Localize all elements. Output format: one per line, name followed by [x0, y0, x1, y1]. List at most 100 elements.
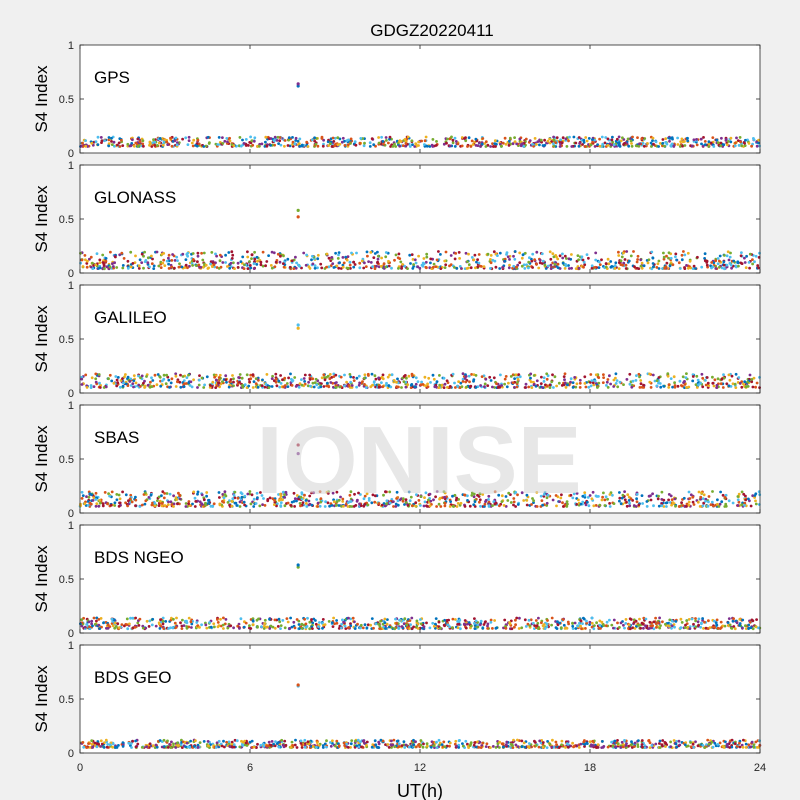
data-point [251, 143, 255, 147]
data-point [384, 265, 388, 269]
data-point [275, 377, 278, 381]
data-point [567, 139, 570, 143]
data-point [584, 385, 588, 389]
data-point [583, 491, 587, 494]
data-point [617, 250, 620, 254]
data-point [112, 140, 116, 144]
data-point [116, 143, 119, 147]
data-point [709, 264, 712, 268]
data-point [751, 262, 754, 266]
data-point [107, 142, 111, 146]
data-point [308, 620, 312, 624]
data-point [381, 373, 385, 377]
data-point [314, 377, 318, 381]
spike-point [296, 215, 300, 219]
data-point [565, 145, 569, 148]
data-point [239, 144, 243, 148]
data-point [740, 251, 743, 255]
data-point [230, 504, 234, 508]
data-point [352, 379, 356, 382]
data-point [696, 620, 700, 624]
data-point [97, 618, 101, 621]
data-point [380, 135, 383, 139]
data-point [736, 498, 740, 502]
data-point [197, 383, 201, 387]
data-point [209, 262, 212, 266]
data-point [694, 383, 698, 386]
data-point [545, 377, 549, 381]
data-point [99, 136, 103, 139]
data-point [84, 258, 87, 262]
data-point [489, 620, 493, 624]
data-point [401, 144, 405, 148]
constellation-label: GLONASS [94, 188, 176, 207]
data-point [363, 376, 366, 380]
data-point [236, 261, 240, 265]
data-point [685, 136, 689, 140]
data-point [365, 250, 369, 254]
y-tick-label: 0 [68, 268, 74, 280]
data-point [429, 381, 432, 384]
data-point [419, 618, 422, 621]
data-point [180, 627, 184, 630]
data-point [366, 254, 369, 258]
data-point [582, 138, 586, 142]
data-point [115, 493, 119, 496]
data-point [644, 617, 648, 621]
data-point [720, 500, 724, 504]
data-point [451, 617, 455, 621]
data-point [255, 263, 259, 266]
data-point [678, 145, 682, 148]
data-point [187, 381, 191, 385]
data-point [146, 256, 150, 260]
data-point [562, 623, 566, 627]
data-point [546, 264, 550, 268]
data-point [518, 251, 522, 255]
data-point [200, 376, 204, 380]
data-point [747, 497, 750, 501]
data-point [126, 499, 130, 503]
data-point [590, 266, 594, 270]
data-point [558, 254, 562, 258]
data-point [667, 498, 670, 502]
data-point [398, 140, 401, 143]
data-point [419, 622, 423, 626]
data-point [453, 136, 457, 140]
data-point [643, 137, 647, 140]
data-point [415, 745, 418, 749]
data-point [655, 384, 659, 388]
data-point [728, 378, 732, 382]
data-point [245, 373, 249, 377]
data-point [680, 137, 684, 141]
data-point [573, 621, 577, 625]
data-point [489, 267, 492, 270]
data-point [123, 375, 126, 379]
data-point [618, 491, 621, 494]
data-point [83, 254, 87, 257]
data-point [347, 138, 350, 142]
data-point [308, 627, 312, 631]
data-point [514, 623, 517, 627]
data-point [469, 266, 473, 270]
data-point [367, 374, 370, 377]
data-point [343, 373, 346, 377]
data-point [121, 266, 125, 270]
data-point [337, 504, 341, 507]
data-point [303, 493, 306, 497]
data-point [80, 258, 84, 262]
data-point [732, 264, 735, 268]
data-point [185, 376, 189, 379]
data-point [716, 626, 720, 630]
data-point [664, 266, 667, 270]
data-point [186, 143, 190, 147]
data-point [200, 503, 204, 506]
data-point [286, 620, 290, 624]
data-point [744, 385, 748, 388]
data-point [714, 267, 718, 270]
data-point [287, 138, 290, 142]
data-point [400, 267, 403, 270]
